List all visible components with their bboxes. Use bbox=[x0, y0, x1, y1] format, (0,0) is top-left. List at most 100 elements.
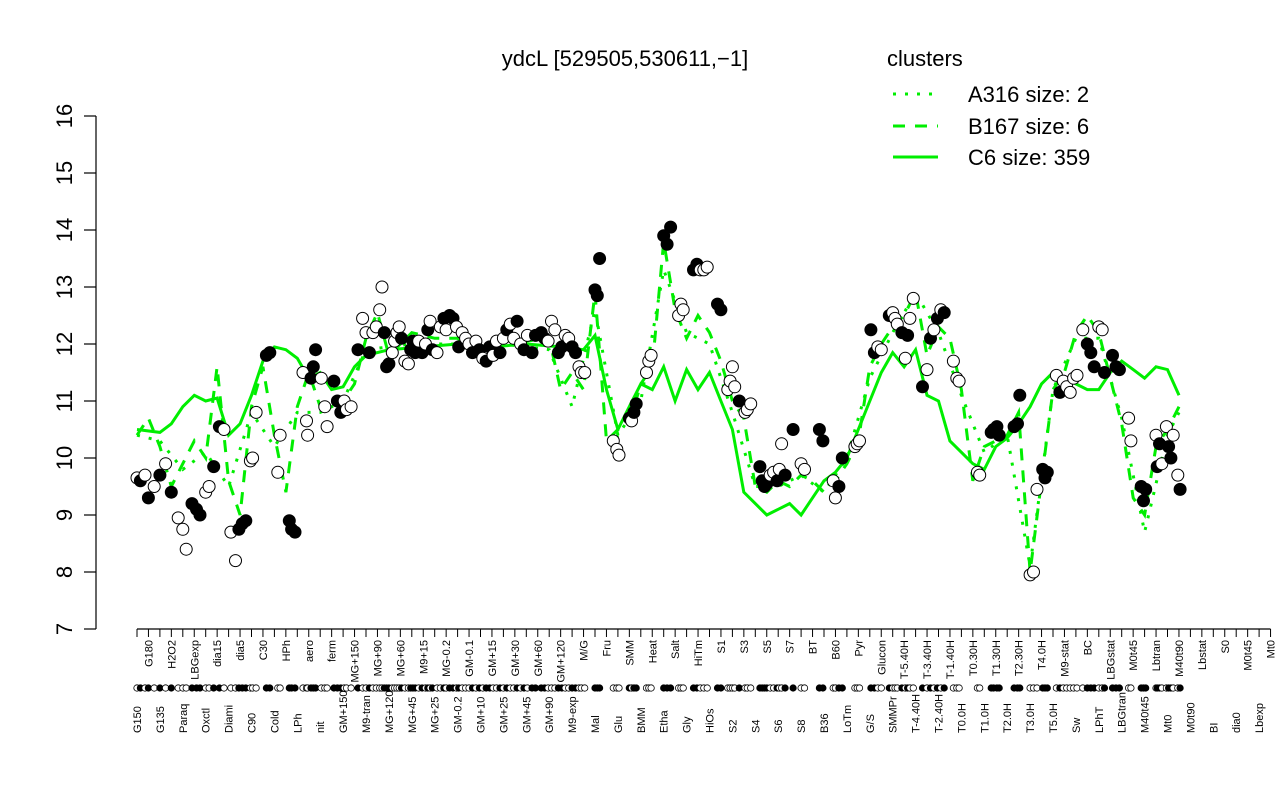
data-point bbox=[249, 405, 263, 419]
x-marker-dot bbox=[819, 684, 827, 692]
x-marker-dot bbox=[1043, 684, 1051, 692]
x-tick-label: SMMPr bbox=[888, 696, 900, 733]
data-point bbox=[786, 423, 800, 436]
legend-label-b167: B167 size: 6 bbox=[968, 114, 1089, 139]
x-marker-dot bbox=[955, 684, 963, 692]
cluster-line-dashed bbox=[135, 241, 1181, 573]
data-point bbox=[775, 437, 789, 451]
data-point bbox=[1027, 565, 1040, 579]
data-point bbox=[548, 323, 562, 337]
x-marker-dot bbox=[220, 684, 228, 692]
cluster-line-dotted bbox=[136, 264, 1181, 567]
x-tick-label: MG+25 bbox=[430, 697, 442, 733]
x-tick-label: Glucon bbox=[876, 640, 888, 675]
data-point bbox=[351, 343, 365, 357]
x-marker-dot bbox=[995, 684, 1003, 692]
data-point bbox=[373, 303, 387, 317]
x-marker-dot bbox=[789, 684, 797, 692]
data-point bbox=[1076, 323, 1090, 337]
x-tick-label: LPh bbox=[292, 713, 304, 733]
x-tick-label: Salt bbox=[670, 640, 682, 659]
x-tick-label: Gly bbox=[682, 716, 694, 733]
y-tick-label: 16 bbox=[52, 104, 77, 128]
data-point bbox=[700, 260, 714, 274]
x-marker-dot bbox=[252, 684, 260, 692]
data-point bbox=[541, 334, 555, 348]
x-marker-dot bbox=[266, 684, 274, 692]
x-tick-label: T2.30H bbox=[1014, 640, 1026, 676]
data-point bbox=[612, 448, 626, 462]
x-tick-label: M40t90 bbox=[1174, 640, 1186, 677]
x-tick-label: GM+45 bbox=[521, 697, 533, 733]
data-point bbox=[1106, 348, 1119, 362]
data-point bbox=[147, 480, 161, 493]
data-point bbox=[217, 423, 231, 436]
x-marker-dot bbox=[632, 684, 640, 692]
x-marker-dot bbox=[291, 684, 299, 692]
data-point bbox=[510, 314, 524, 328]
x-marker-dot bbox=[877, 684, 885, 692]
data-point bbox=[1112, 363, 1126, 377]
data-point bbox=[828, 491, 842, 505]
data-point bbox=[864, 323, 878, 337]
data-point bbox=[202, 480, 216, 493]
data-point bbox=[493, 346, 507, 360]
x-tick-label: GM+90 bbox=[544, 697, 556, 733]
data-point bbox=[952, 374, 966, 388]
x-marker-dot bbox=[581, 684, 589, 692]
data-point bbox=[798, 462, 811, 476]
data-point bbox=[1137, 494, 1150, 508]
data-point bbox=[273, 428, 287, 442]
x-tick-label: LoTm bbox=[842, 705, 854, 733]
x-marker-dot bbox=[800, 684, 809, 692]
x-tick-label: Mt0 bbox=[1163, 715, 1175, 733]
x-tick-label: T1.30H bbox=[991, 640, 1003, 676]
data-point bbox=[1162, 440, 1176, 454]
x-tick-label: Lbexp bbox=[1254, 703, 1266, 733]
legend-label-c6: C6 size: 359 bbox=[968, 145, 1090, 170]
x-tick-label: T5.0H bbox=[1048, 703, 1060, 733]
x-marker-dot bbox=[347, 684, 355, 692]
x-tick-label: GM+120 bbox=[556, 640, 568, 683]
x-tick-label: GM-0.2 bbox=[453, 696, 465, 733]
data-point bbox=[159, 457, 173, 471]
data-point bbox=[660, 237, 674, 251]
x-tick-label: S3 bbox=[739, 640, 751, 653]
data-point bbox=[946, 354, 960, 368]
data-point bbox=[992, 428, 1006, 442]
x-tick-label: GM-0.1 bbox=[464, 640, 476, 677]
data-point bbox=[1013, 388, 1027, 402]
data-points bbox=[130, 220, 1187, 582]
x-tick-label: MG+120 bbox=[384, 691, 396, 734]
x-tick-label: GM+60 bbox=[533, 640, 545, 676]
x-tick-label: Mt0 bbox=[1266, 640, 1278, 658]
x-marker-dot bbox=[1176, 684, 1184, 692]
y-tick-label: 7 bbox=[52, 623, 77, 635]
x-tick-label: M9+15 bbox=[418, 640, 430, 674]
data-point bbox=[288, 525, 302, 539]
x-marker-dot bbox=[1142, 684, 1150, 692]
x-tick-label: C30 bbox=[258, 640, 270, 660]
data-point bbox=[753, 460, 767, 474]
x-tick-label: T3.0H bbox=[1025, 703, 1037, 733]
data-point bbox=[937, 306, 951, 320]
x-tick-label: T-4.40H bbox=[911, 694, 923, 733]
x-tick-label: Pyr bbox=[853, 640, 865, 657]
x-tick-label: S2 bbox=[727, 720, 739, 733]
data-point bbox=[714, 303, 728, 317]
data-point bbox=[377, 326, 391, 340]
x-tick-label: S8 bbox=[796, 720, 808, 733]
data-point bbox=[1011, 417, 1024, 431]
x-tick-label: S7 bbox=[785, 640, 797, 653]
x-tick-label: dia5 bbox=[235, 640, 247, 661]
x-tick-label: B36 bbox=[819, 713, 831, 733]
data-point bbox=[1159, 420, 1173, 434]
x-tick-label: T1.0H bbox=[979, 703, 991, 733]
x-marker-dot bbox=[1016, 684, 1024, 692]
data-point bbox=[640, 366, 653, 379]
x-marker-dot bbox=[940, 684, 948, 692]
data-point bbox=[644, 348, 658, 362]
x-marker-dot bbox=[838, 684, 846, 692]
x-tick-label: HiOs bbox=[705, 708, 717, 733]
x-tick-label: Oxctl bbox=[201, 708, 213, 733]
